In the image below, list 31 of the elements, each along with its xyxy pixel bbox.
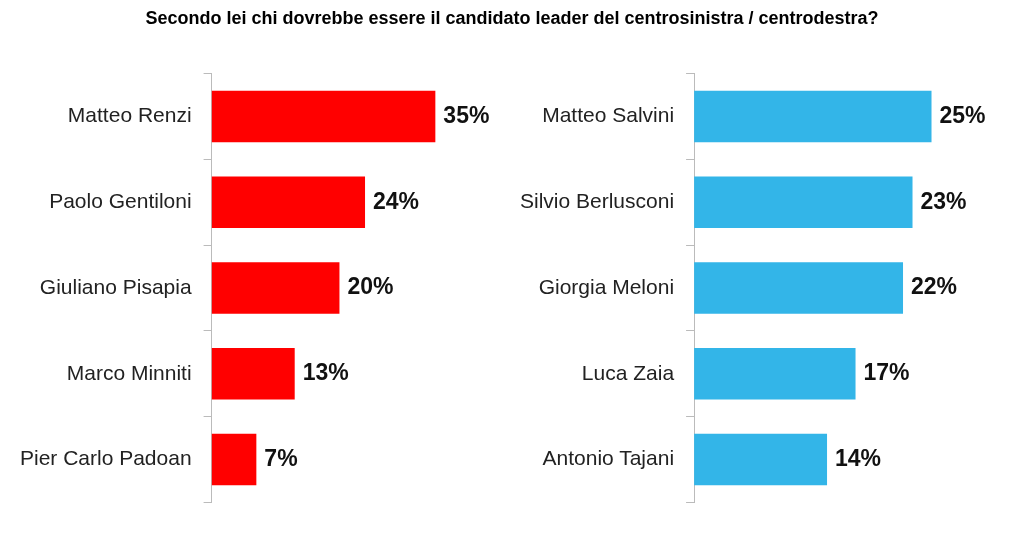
y-tick-label: Paolo Gentiloni bbox=[49, 189, 192, 213]
data-label: 7% bbox=[264, 444, 298, 471]
text: Secondo lei chi dovrebbe essere il candidato leader del centrosinistra / centrodestra? bbox=[144, 8, 880, 29]
y-tick-label: Silvio Berlusconi bbox=[519, 189, 675, 213]
bar bbox=[694, 262, 904, 314]
data-label: 25% bbox=[939, 101, 986, 128]
data-label: 35% bbox=[443, 101, 490, 128]
data-label: 17% bbox=[863, 359, 910, 386]
bar bbox=[694, 433, 828, 486]
bar bbox=[211, 90, 436, 143]
data-label: 13% bbox=[302, 359, 349, 386]
bar bbox=[211, 433, 257, 486]
y-tick-label: Matteo Salvini bbox=[542, 103, 675, 127]
y-tick-label: Marco Minniti bbox=[66, 360, 192, 384]
y-tick-label: Giorgia Meloni bbox=[538, 274, 675, 298]
data-label: 22% bbox=[911, 273, 958, 300]
y-tick-label: Giuliano Pisapia bbox=[39, 274, 192, 298]
bar bbox=[694, 348, 856, 400]
data-label: 14% bbox=[835, 444, 882, 471]
bar bbox=[211, 348, 295, 400]
y-tick-label: Matteo Renzi bbox=[67, 103, 192, 127]
y-tick-label: Luca Zaia bbox=[581, 360, 675, 384]
bar bbox=[694, 176, 913, 228]
data-label: 20% bbox=[347, 273, 394, 300]
y-tick-label: Antonio Tajani bbox=[542, 446, 675, 470]
y-tick-label: Pier Carlo Padoan bbox=[19, 446, 192, 470]
data-label: 23% bbox=[920, 187, 967, 214]
bar bbox=[694, 90, 932, 143]
bar bbox=[211, 262, 340, 314]
bar bbox=[211, 176, 366, 228]
data-label: 24% bbox=[373, 187, 420, 214]
